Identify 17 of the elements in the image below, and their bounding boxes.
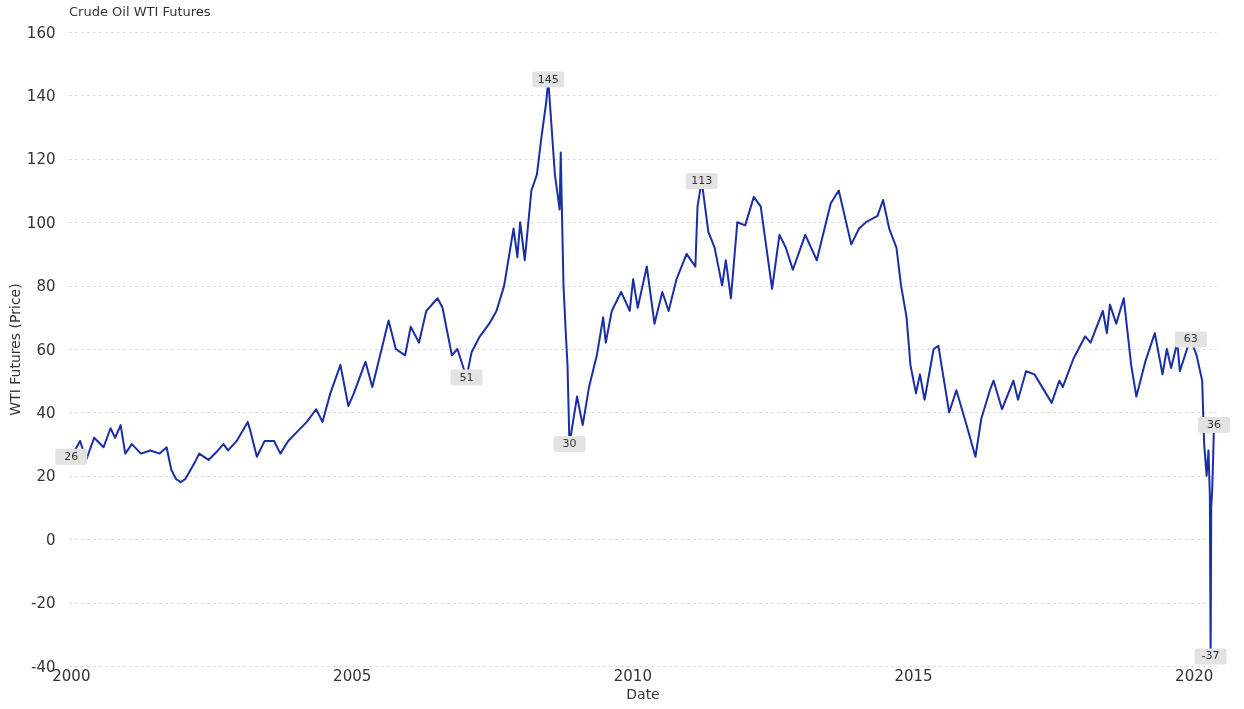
y-tick-label: 60 <box>36 340 56 359</box>
y-tick-label: 20 <box>36 467 56 486</box>
chart-title: Crude Oil WTI Futures <box>69 4 211 19</box>
x-tick-label: 2015 <box>894 666 933 685</box>
x-tick-label: 2005 <box>333 666 372 685</box>
y-tick-label: 140 <box>26 86 56 105</box>
y-axis-title: WTI Futures (Price) <box>6 283 23 416</box>
x-axis-title: Date <box>626 685 660 702</box>
y-tick-label: -20 <box>31 594 56 613</box>
y-tick-label: 80 <box>36 277 56 296</box>
y-tick-label: 100 <box>26 213 56 232</box>
y-tick-label: 120 <box>26 150 56 169</box>
y-tick-label: 40 <box>36 403 56 422</box>
y-tick-label: 160 <box>26 23 56 42</box>
x-tick-label: 2010 <box>613 666 652 685</box>
x-tick-label: 2020 <box>1175 666 1214 685</box>
y-tick-label: 0 <box>45 530 56 549</box>
